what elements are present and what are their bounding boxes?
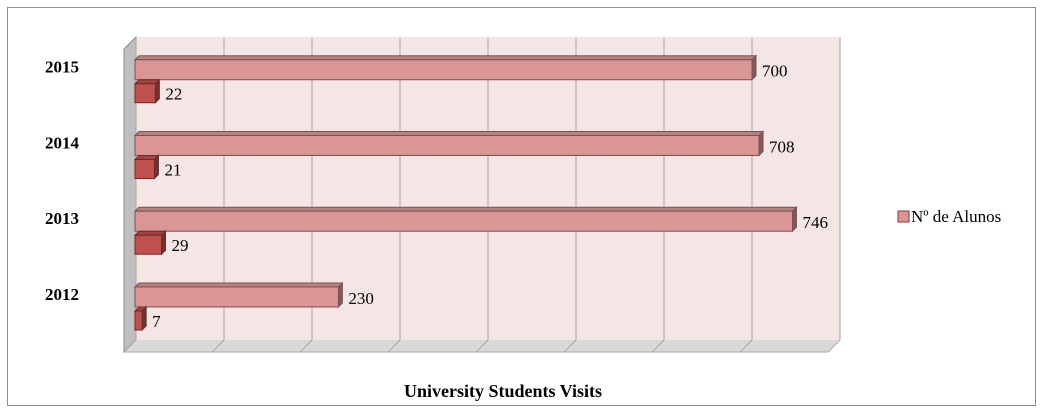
legend-swatch xyxy=(897,210,910,223)
tick xyxy=(387,339,401,353)
bar-top xyxy=(133,230,167,236)
legend: Nº de Alunos xyxy=(897,207,1001,226)
tick xyxy=(651,339,665,353)
bar-side xyxy=(154,78,160,104)
tick xyxy=(827,339,841,353)
bar-side xyxy=(791,206,797,233)
data-label: 708 xyxy=(769,137,795,156)
category-labels: 2012 2013 2014 2015 xyxy=(45,58,80,304)
bar xyxy=(134,286,339,308)
bar-side xyxy=(161,230,167,256)
category-label: 2012 xyxy=(45,285,79,304)
data-label: 7 xyxy=(152,312,161,331)
bar xyxy=(134,83,156,104)
bar-side xyxy=(751,54,757,81)
side-wall xyxy=(123,35,137,354)
data-label: 22 xyxy=(165,85,182,104)
data-labels: 230 7 746 29 708 21 700 22 xyxy=(152,62,828,331)
data-label: 746 xyxy=(802,213,828,232)
bar-side xyxy=(758,130,764,157)
chart-title: University Students Visits xyxy=(404,381,602,401)
category-label: 2015 xyxy=(45,58,79,77)
bar xyxy=(134,59,753,81)
bar xyxy=(134,134,760,156)
tick xyxy=(475,339,489,353)
tick xyxy=(299,339,313,353)
data-label: 700 xyxy=(762,62,788,81)
data-label: 29 xyxy=(172,236,189,255)
bar-side xyxy=(141,305,147,332)
tick xyxy=(563,339,577,353)
bar xyxy=(134,158,155,179)
data-label: 21 xyxy=(164,160,181,179)
bar xyxy=(134,234,163,255)
tick xyxy=(739,339,753,353)
tick xyxy=(211,339,225,353)
bar-top xyxy=(133,282,344,288)
tick xyxy=(123,339,137,353)
category-label: 2013 xyxy=(45,209,79,228)
bar-top xyxy=(133,55,758,61)
bar xyxy=(134,210,793,232)
bar xyxy=(134,310,143,331)
axis-ticks xyxy=(123,339,841,353)
bar-side xyxy=(153,154,159,180)
bar-top xyxy=(133,206,798,212)
category-label: 2014 xyxy=(45,133,80,152)
legend-label: Nº de Alunos xyxy=(911,207,1001,226)
data-label: 230 xyxy=(348,289,374,308)
bar-side xyxy=(337,281,343,309)
bar-top xyxy=(133,130,765,136)
bars xyxy=(133,54,798,332)
